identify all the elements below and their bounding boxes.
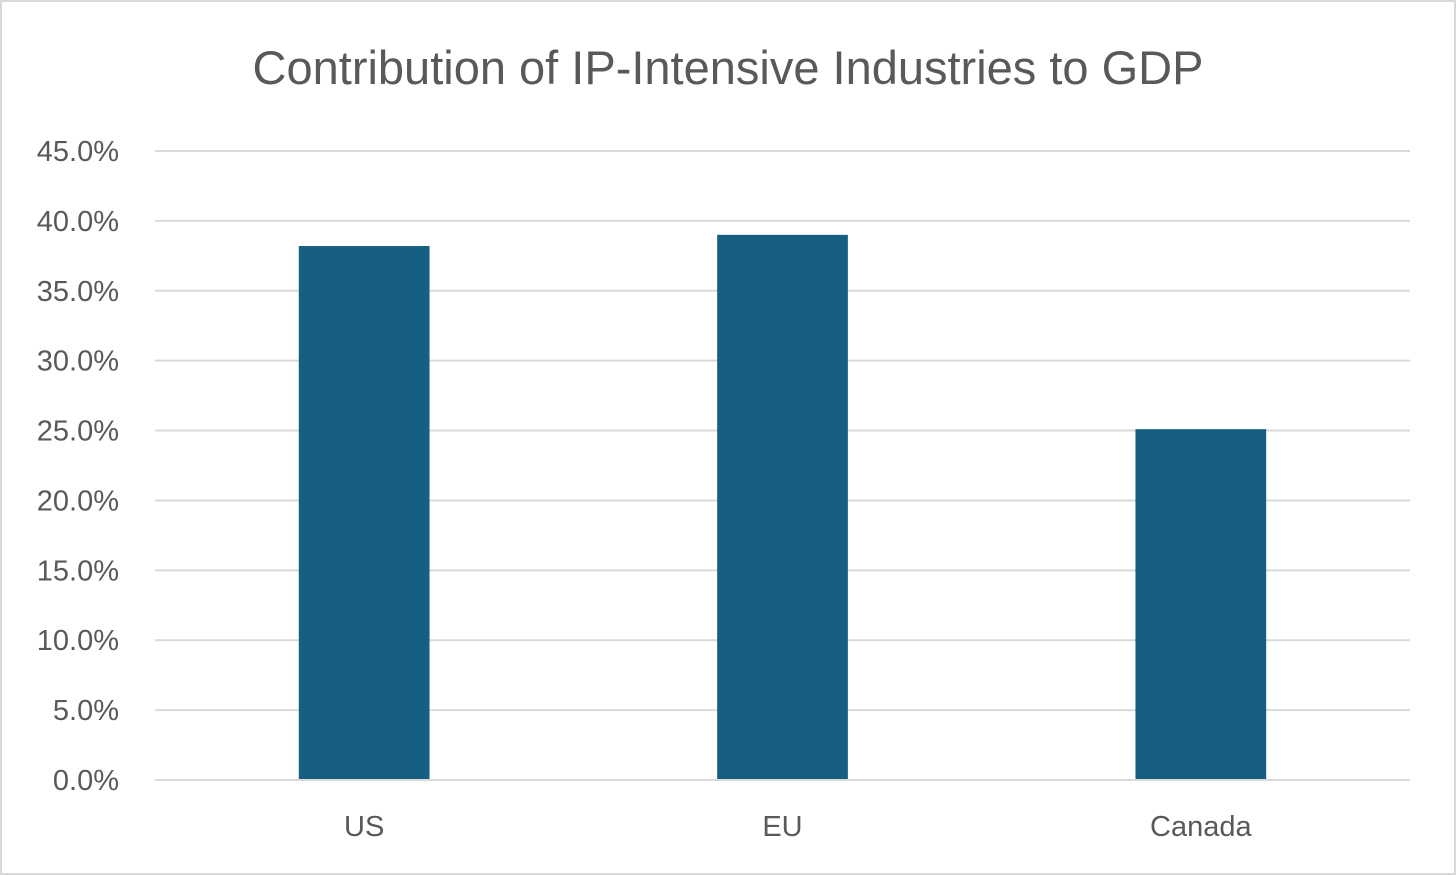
y-axis-tick-labels: 0.0% 5.0% 10.0% 15.0% 20.0% 25.0% 30.0% 35.0% 40… [37, 136, 119, 797]
y-tick-label: 5.0% [53, 695, 119, 727]
y-tick-label: 0.0% [53, 765, 119, 797]
x-tick-label: Canada [1150, 811, 1252, 843]
x-tick-label: US [344, 811, 384, 843]
bar-eu [717, 234, 848, 780]
bar-canada [1135, 429, 1267, 780]
y-tick-label: 20.0% [37, 485, 119, 517]
chart-title: Contribution of IP-Intensive Industries … [253, 41, 1204, 94]
y-tick-label: 30.0% [37, 346, 119, 378]
x-axis-tick-labels: US EU Canada [344, 811, 1252, 843]
y-tick-label: 25.0% [37, 416, 119, 448]
y-tick-label: 40.0% [37, 206, 119, 238]
bar-us [298, 246, 430, 780]
y-tick-label: 35.0% [37, 276, 119, 308]
y-tick-label: 10.0% [37, 625, 119, 657]
x-tick-label: EU [762, 811, 802, 843]
y-tick-label: 45.0% [37, 136, 119, 168]
bars [298, 234, 1267, 780]
y-tick-label: 15.0% [37, 555, 119, 587]
